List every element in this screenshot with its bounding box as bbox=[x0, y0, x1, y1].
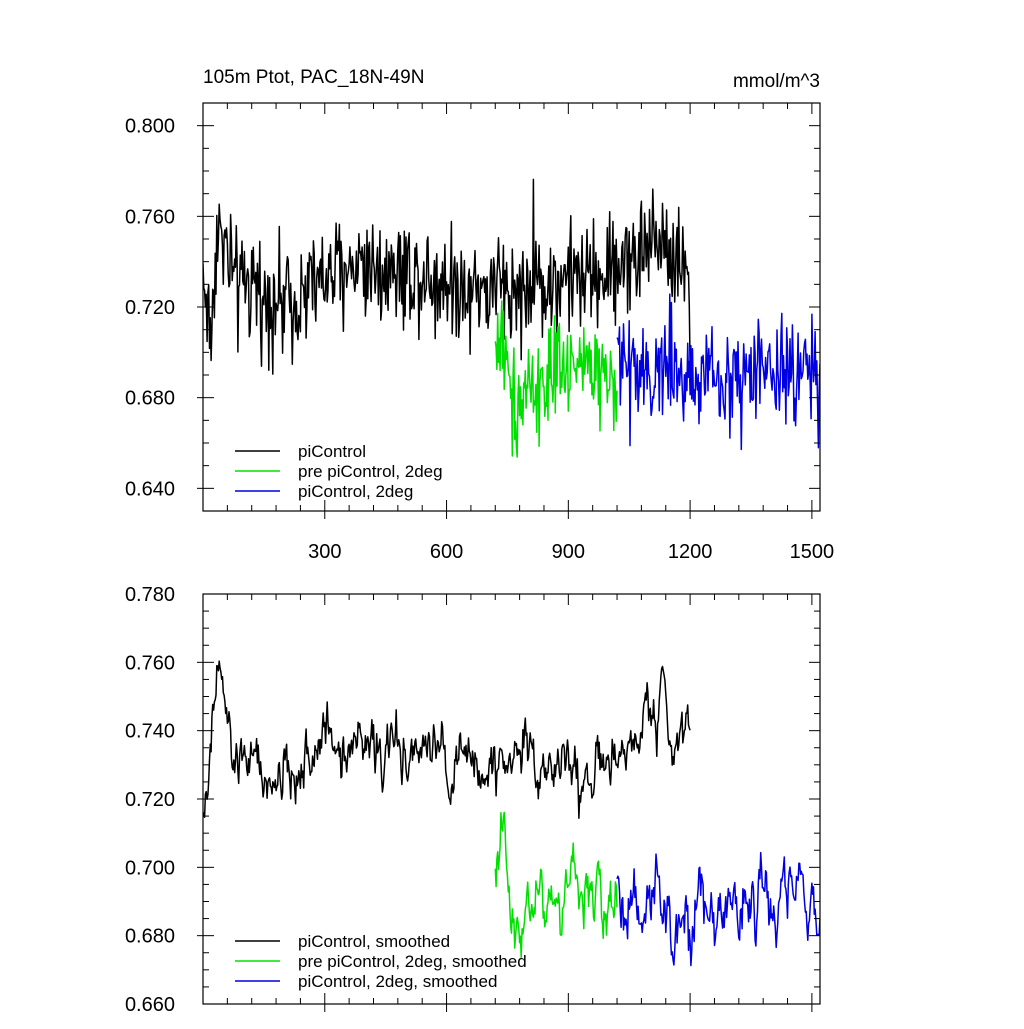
units-label: mmol/m^3 bbox=[733, 71, 820, 92]
y-tick-label: 0.700 bbox=[125, 857, 175, 879]
series-line-picontrol-smoothed bbox=[203, 660, 691, 819]
y-tick-label: 0.720 bbox=[125, 789, 175, 811]
x-tick-label: 300 bbox=[308, 541, 341, 563]
legend-label-pre-picontrol-2deg-smoothed: pre piControl, 2deg, smoothed bbox=[298, 952, 527, 971]
series-line-picontrol bbox=[203, 178, 691, 375]
x-tick-label: 1500 bbox=[790, 541, 835, 563]
series-line-pre-picontrol-2deg bbox=[494, 300, 618, 458]
x-tick-label: 900 bbox=[552, 541, 585, 563]
legend-label-picontrol-2deg-smoothed: piControl, 2deg, smoothed bbox=[298, 972, 497, 991]
legend-label-pre-picontrol-2deg: pre piControl, 2deg bbox=[298, 462, 443, 481]
top-legend: piControl pre piControl, 2deg piControl,… bbox=[235, 442, 443, 501]
y-tick-label: 0.760 bbox=[125, 652, 175, 674]
chart-title: 105m Ptot, PAC_18N-49N bbox=[203, 67, 424, 88]
y-tick-label: 0.780 bbox=[125, 584, 175, 606]
x-tick-label: 600 bbox=[430, 541, 463, 563]
series-line-pre-picontrol-2deg-smoothed bbox=[494, 811, 618, 959]
top-y-tick-labels: 0.640 0.680 0.720 0.760 0.800 bbox=[125, 116, 175, 501]
bottom-y-tick-labels: 0.660 0.680 0.700 0.720 0.740 0.760 0.78… bbox=[125, 584, 175, 1016]
top-panel: 105m Ptot, PAC_18N-49N mmol/m^3 0.640 0.… bbox=[125, 67, 834, 563]
legend-label-picontrol-smoothed: piControl, smoothed bbox=[298, 932, 450, 951]
y-tick-label: 0.800 bbox=[125, 116, 175, 138]
bottom-plot-area bbox=[203, 660, 820, 967]
x-tick-label: 1200 bbox=[668, 541, 713, 563]
y-tick-label: 0.760 bbox=[125, 206, 175, 228]
top-axis-ticks bbox=[197, 103, 820, 519]
top-series-group bbox=[203, 178, 820, 458]
y-tick-label: 0.720 bbox=[125, 297, 175, 319]
y-tick-label: 0.680 bbox=[125, 926, 175, 948]
y-tick-label: 0.740 bbox=[125, 721, 175, 743]
bottom-panel: 0.660 0.680 0.700 0.720 0.740 0.760 0.78… bbox=[125, 584, 821, 1016]
y-tick-label: 0.660 bbox=[125, 994, 175, 1016]
bottom-axis-ticks bbox=[197, 594, 820, 1012]
y-tick-label: 0.680 bbox=[125, 388, 175, 410]
legend-label-picontrol: piControl bbox=[298, 442, 366, 461]
top-x-tick-labels: 300 600 900 1200 1500 bbox=[308, 541, 834, 563]
y-tick-label: 0.640 bbox=[125, 478, 175, 500]
bottom-series-group bbox=[203, 660, 820, 967]
series-line-picontrol-2deg bbox=[616, 293, 820, 451]
series-line-picontrol-2deg-smoothed bbox=[616, 851, 820, 967]
top-plot-area bbox=[203, 178, 820, 458]
bottom-legend: piControl, smoothed pre piControl, 2deg,… bbox=[235, 932, 527, 991]
legend-label-picontrol-2deg: piControl, 2deg bbox=[298, 482, 413, 501]
